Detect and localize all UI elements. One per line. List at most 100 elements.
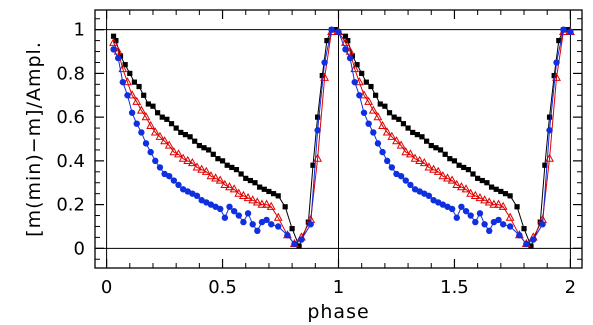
data-point-triangle	[132, 96, 142, 105]
data-point-triangle	[424, 162, 434, 171]
data-point-circle	[240, 218, 247, 226]
data-point-square	[546, 114, 553, 120]
data-point-square	[556, 38, 562, 44]
data-point-square	[461, 164, 467, 171]
data-point-triangle	[262, 199, 272, 208]
data-point-square	[493, 186, 499, 192]
data-point-circle	[499, 221, 507, 228]
data-point-circle	[110, 46, 117, 53]
data-point-triangle	[364, 96, 374, 105]
data-point-square	[437, 147, 444, 153]
data-point-square	[405, 125, 411, 131]
data-point-triangle	[489, 199, 499, 208]
data-point-triangle	[215, 175, 225, 184]
data-point-square	[363, 79, 369, 85]
data-point-square	[257, 184, 263, 190]
data-point-square	[484, 180, 490, 186]
data-point-circle	[539, 221, 546, 228]
data-point-circle	[486, 227, 493, 235]
data-point-square	[187, 134, 193, 140]
data-point-square	[475, 175, 481, 181]
data-point-square	[173, 125, 179, 131]
data-point-circle	[384, 157, 391, 165]
data-point-triangle	[466, 188, 476, 197]
data-point-square	[542, 162, 548, 168]
data-point-circle	[133, 120, 140, 127]
data-point-triangle	[433, 166, 443, 175]
y-tick-label: 0.6	[56, 107, 85, 128]
data-point-circle	[342, 46, 349, 53]
data-point-triangle	[155, 131, 165, 140]
series-line-triangle	[113, 31, 571, 245]
data-point-triangle	[452, 179, 462, 189]
data-point-triangle	[174, 149, 183, 158]
data-point-triangle	[415, 155, 425, 164]
data-point-triangle	[146, 120, 156, 129]
data-point-square	[150, 103, 156, 109]
data-point-circle	[360, 109, 368, 116]
data-point-circle	[335, 28, 342, 36]
data-point-circle	[370, 129, 377, 136]
data-point-circle	[230, 207, 238, 215]
x-tick-label: 2	[565, 277, 576, 298]
data-point-triangle	[438, 171, 448, 180]
data-point-circle	[467, 212, 474, 219]
data-point-square	[215, 156, 221, 162]
data-point-circle	[397, 172, 405, 180]
data-point-square	[266, 188, 272, 195]
data-point-square	[324, 38, 330, 44]
data-point-square	[488, 184, 495, 190]
data-point-circle	[226, 203, 233, 210]
data-point-triangle	[387, 131, 397, 140]
data-point-circle	[217, 205, 224, 213]
data-point-triangle	[197, 164, 207, 173]
data-point-square	[182, 132, 189, 138]
data-point-square	[424, 138, 430, 144]
data-point-triangle	[494, 199, 503, 208]
x-tick-label: 1.5	[440, 277, 469, 298]
data-point-circle	[314, 127, 321, 134]
data-point-triangle	[206, 171, 216, 180]
data-point-circle	[560, 26, 567, 33]
series-line-square	[113, 29, 569, 248]
data-point-triangle	[341, 37, 350, 46]
data-point-triangle	[470, 190, 480, 199]
data-point-square	[261, 186, 267, 192]
data-point-triangle	[373, 112, 383, 121]
data-point-circle	[481, 221, 488, 228]
data-point-square	[498, 188, 504, 195]
y-tick-label: 0.2	[56, 195, 85, 216]
data-point-triangle	[368, 105, 378, 114]
data-point-square	[433, 145, 439, 151]
data-point-triangle	[201, 166, 211, 175]
data-point-circle	[425, 192, 433, 200]
y-tick-label: 0.4	[56, 151, 85, 172]
data-point-triangle	[225, 182, 234, 191]
data-point-triangle	[350, 63, 360, 73]
data-point-triangle	[392, 136, 401, 145]
data-point-square	[131, 79, 138, 85]
data-point-triangle	[248, 195, 258, 204]
data-point-circle	[516, 232, 523, 239]
series-triangle	[109, 26, 575, 248]
y-tick-label: 0	[74, 238, 85, 259]
data-point-square	[391, 114, 397, 120]
data-point-triangle	[113, 46, 123, 55]
data-point-triangle	[238, 190, 248, 199]
data-point-circle	[142, 140, 150, 147]
data-point-square	[201, 145, 207, 151]
data-point-square	[206, 147, 212, 153]
data-point-square	[315, 114, 321, 120]
data-point-circle	[170, 177, 178, 184]
data-point-triangle	[220, 179, 230, 189]
data-point-square	[465, 167, 471, 173]
data-point-triangle	[136, 105, 146, 114]
data-point-circle	[193, 192, 201, 200]
data-point-triangle	[187, 158, 197, 167]
data-point-triangle	[498, 201, 508, 210]
series-circle	[110, 26, 574, 248]
data-point-triangle	[475, 192, 485, 202]
data-point-circle	[407, 181, 414, 189]
data-point-square	[359, 70, 365, 77]
